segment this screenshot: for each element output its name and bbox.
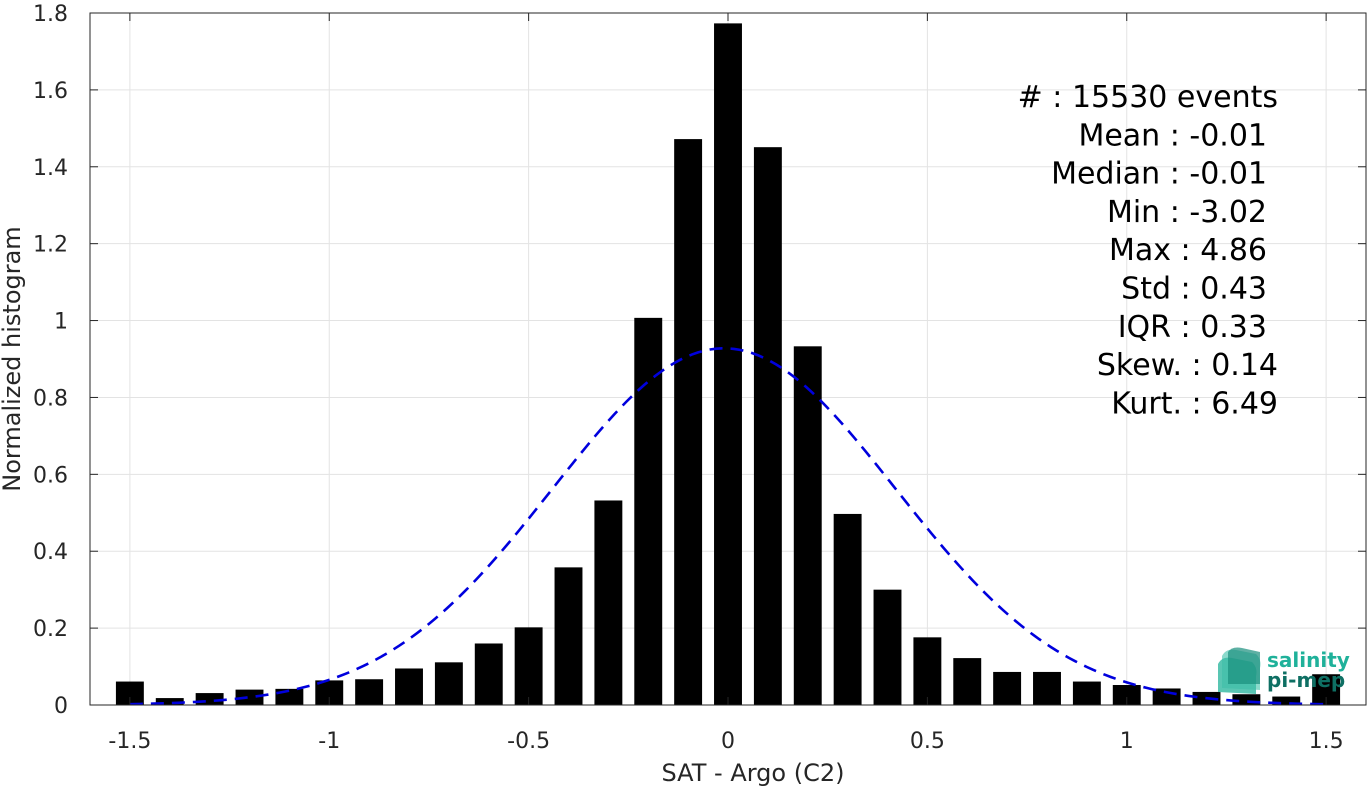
histogram-bar — [753, 147, 782, 705]
histogram-bar — [355, 679, 384, 705]
histogram-bar — [953, 658, 982, 705]
stat-line: Kurt. : 6.49 — [1111, 386, 1278, 421]
histogram-bar — [195, 693, 224, 705]
histogram-bar — [833, 513, 862, 705]
y-tick-label: 0.4 — [33, 540, 68, 565]
x-axis-ticks: -1.5 -1 -0.5 0 0.5 1 1.5 — [108, 13, 1344, 754]
x-tick-label: -1.5 — [108, 729, 151, 754]
stat-line: Median : -0.01 — [1051, 157, 1267, 192]
histogram-bar — [1272, 696, 1301, 705]
y-tick-label: 0.2 — [33, 617, 68, 642]
histogram-bar — [474, 643, 503, 705]
histogram-bar — [913, 637, 942, 705]
histogram-bar — [554, 567, 583, 705]
histogram-bar — [714, 23, 742, 705]
histogram-bar — [155, 698, 184, 705]
histogram-bar — [634, 317, 663, 705]
histogram-bar — [993, 671, 1022, 705]
histogram-bar — [235, 689, 264, 705]
stat-line: IQR : 0.33 — [1118, 310, 1267, 345]
histogram-bar — [514, 627, 543, 705]
y-tick-label: 1.6 — [33, 79, 68, 104]
y-axis-ticks: 0 0.2 0.4 0.6 0.8 1 1.2 1.4 1.6 1.8 — [33, 2, 1366, 719]
y-tick-label: 0.8 — [33, 386, 68, 411]
y-axis-label: Normalized histogram — [0, 226, 26, 491]
histogram-bars — [115, 23, 1341, 705]
x-tick-label: 0 — [721, 729, 735, 754]
histogram-bar — [434, 662, 463, 705]
x-tick-label: -0.5 — [507, 729, 550, 754]
y-tick-label: 0 — [54, 694, 68, 719]
x-tick-label: 1 — [1120, 729, 1134, 754]
stat-line: Min : -3.02 — [1107, 195, 1267, 230]
y-tick-label: 1.8 — [33, 2, 68, 27]
y-tick-label: 1 — [54, 310, 68, 335]
histogram-bar — [594, 500, 623, 705]
histogram-bar — [793, 346, 822, 705]
histogram-bar — [674, 139, 703, 705]
gaussian-fit-curve — [129, 347, 1327, 706]
salinity-pi-mep-logo: salinity pi-mep — [1218, 647, 1350, 694]
histogram-bar — [1072, 681, 1101, 705]
stat-line: # : 15530 events — [1018, 80, 1278, 115]
stat-line: Max : 4.86 — [1109, 233, 1267, 268]
y-tick-label: 1.2 — [33, 233, 68, 258]
stat-line: Skew. : 0.14 — [1097, 348, 1278, 383]
histogram-bar — [115, 681, 144, 705]
stat-line: Mean : -0.01 — [1078, 118, 1267, 153]
x-tick-label: -1 — [318, 729, 340, 754]
stat-line: Std : 0.43 — [1121, 272, 1267, 307]
logo-text-salinity: salinity — [1267, 648, 1350, 672]
x-tick-label: 0.5 — [910, 729, 945, 754]
y-tick-label: 1.4 — [33, 156, 68, 181]
histogram-bar — [395, 668, 423, 705]
histogram-bar — [1232, 694, 1261, 705]
logo-mark-icon — [1218, 647, 1261, 694]
histogram-bar — [1033, 671, 1061, 705]
x-tick-label: 1.5 — [1309, 729, 1344, 754]
logo-text-pi-mep: pi-mep — [1267, 668, 1345, 692]
histogram-bar — [1112, 685, 1141, 705]
x-axis-label: SAT - Argo (C2) — [662, 759, 845, 787]
y-tick-label: 0.6 — [33, 463, 68, 488]
histogram-bar — [873, 589, 902, 705]
